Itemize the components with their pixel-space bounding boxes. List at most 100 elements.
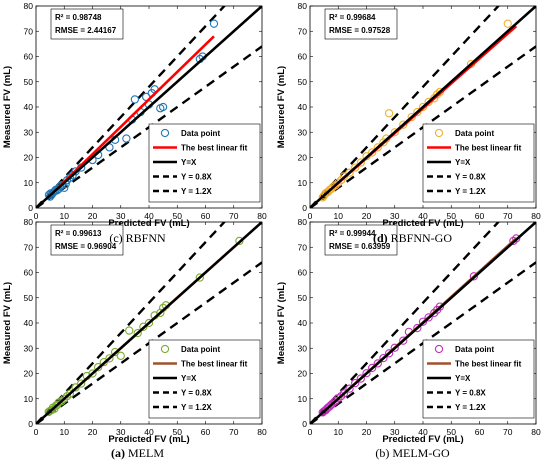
x-tick-label: 10: [334, 211, 344, 221]
y-tick-label: 50: [24, 77, 34, 87]
chart-panel-2: 0 10 20 30 40 50 60 70 8001020304050607080Predic…: [276, 1, 541, 229]
chart-panel-3: 0 10 20 30 40 50 60 70 80 0 10 20 30 40 50 60 70 80 Predic…: [2, 217, 267, 445]
data-point: [105, 354, 114, 363]
y-tick-label: 40: [24, 102, 34, 112]
x-tick-label: 40: [418, 427, 428, 437]
data-point: [362, 369, 371, 378]
data-point: [331, 396, 340, 406]
x-tick-label: 60: [201, 427, 211, 437]
x-axis-label: Predicted FV (mL): [382, 434, 463, 445]
data-point: [328, 399, 337, 408]
data-point: [139, 322, 148, 331]
legend-label: The best linear fit: [455, 144, 522, 153]
data-point: [399, 336, 408, 345]
stats-box: [324, 8, 398, 40]
data-point: [99, 357, 108, 367]
data-point: [158, 102, 168, 112]
y-tick-label: 0: [302, 203, 307, 213]
y-tick-label: 0: [302, 419, 307, 429]
reference-line-overlay: [36, 6, 262, 208]
legend-label: Y = 1.2X: [455, 187, 486, 196]
data-point: [65, 389, 75, 398]
x-tick-label: 30: [390, 211, 400, 221]
data-point: [57, 181, 66, 190]
data-point: [125, 326, 134, 335]
legend-label: The best linear fit: [455, 360, 522, 369]
x-tick-label: 50: [447, 211, 457, 221]
legend-label: Data point: [181, 345, 220, 354]
caption-b-name: MELM-GO: [392, 446, 450, 460]
caption-c: (c) RBFNN: [0, 231, 275, 246]
data-point: [503, 19, 512, 28]
data-point: [413, 107, 422, 117]
y-tick-label: 30: [298, 127, 308, 137]
data-point: [336, 392, 346, 401]
data-point: [424, 313, 433, 322]
x-tick-label: 40: [418, 211, 428, 221]
data-point: [62, 392, 72, 401]
x-tick-label: 10: [60, 427, 70, 437]
legend-label: The best linear fit: [181, 360, 248, 369]
y-axis-label: Measured FV (mL): [2, 66, 13, 148]
data-point: [373, 143, 382, 152]
y-tick-label: 20: [24, 369, 34, 379]
data-point: [57, 397, 66, 406]
r-squared-text: R² = 0.99613: [55, 229, 102, 238]
reference-line-overlay: [36, 222, 262, 424]
legend-label: Y=X: [181, 158, 197, 167]
legend-marker-data-point: [160, 344, 170, 354]
data-point: [351, 378, 360, 388]
legend-label: Y=X: [181, 374, 197, 383]
y-tick-label: 70: [24, 26, 34, 36]
data-point: [345, 384, 354, 393]
reference-line-y1.2x: [310, 6, 500, 208]
data-point: [351, 163, 360, 172]
y-tick-label: 20: [24, 153, 34, 163]
y-tick-label: 10: [24, 178, 34, 188]
data-point: [331, 181, 340, 190]
y-tick-label: 50: [298, 293, 308, 303]
chart-panel-1: 0 10 20 30 40 50 60 70 8001020304050607080Predic…: [2, 1, 267, 229]
y-tick-label: 60: [298, 52, 308, 62]
data-point: [390, 128, 399, 137]
x-tick-label: 30: [116, 211, 126, 221]
y-tick-label: 20: [298, 153, 308, 163]
data-point: [77, 379, 86, 388]
legend-label: Y = 0.8X: [455, 389, 486, 398]
y-tick-label: 60: [298, 268, 308, 278]
data-point: [379, 353, 388, 363]
rmse-text: RMSE = 0.96904: [55, 242, 117, 251]
data-point: [144, 318, 154, 328]
data-point: [509, 236, 518, 246]
y-tick-label: 80: [24, 1, 34, 11]
data-point: [384, 349, 394, 358]
y-axis-label: Measured FV (mL): [276, 66, 287, 148]
data-point: [367, 363, 377, 373]
legend-marker-data-point: [434, 344, 444, 354]
x-tick-label: 10: [334, 427, 344, 437]
x-axis-label: Predicted FV (mL): [108, 434, 189, 445]
y-tick-label: 60: [24, 52, 34, 62]
y-tick-label: 40: [298, 102, 308, 112]
y-tick-label: 30: [24, 343, 34, 353]
caption-a-name: MELM: [128, 446, 164, 460]
data-point: [469, 272, 478, 281]
legend-label: Y=X: [455, 158, 471, 167]
y-tick-label: 0: [28, 419, 33, 429]
x-tick-label: 10: [60, 211, 70, 221]
x-tick-label: 80: [257, 211, 267, 221]
caption-d-letter: (d): [372, 231, 388, 245]
reference-line-y1.2x: [36, 6, 226, 208]
caption-a-letter: (a): [111, 446, 125, 460]
data-point: [60, 394, 69, 403]
y-tick-label: 80: [24, 217, 34, 227]
legend-label: Y = 0.8X: [181, 173, 212, 182]
rmse-text: RMSE = 2.44167: [55, 26, 117, 35]
data-point: [88, 369, 97, 378]
y-axis-label: Measured FV (mL): [2, 282, 13, 364]
data-point: [209, 19, 219, 28]
legend-label: Y = 0.8X: [181, 389, 212, 398]
caption-b: (b) MELM-GO: [275, 446, 550, 461]
data-point: [110, 347, 120, 357]
data-point: [325, 402, 334, 411]
